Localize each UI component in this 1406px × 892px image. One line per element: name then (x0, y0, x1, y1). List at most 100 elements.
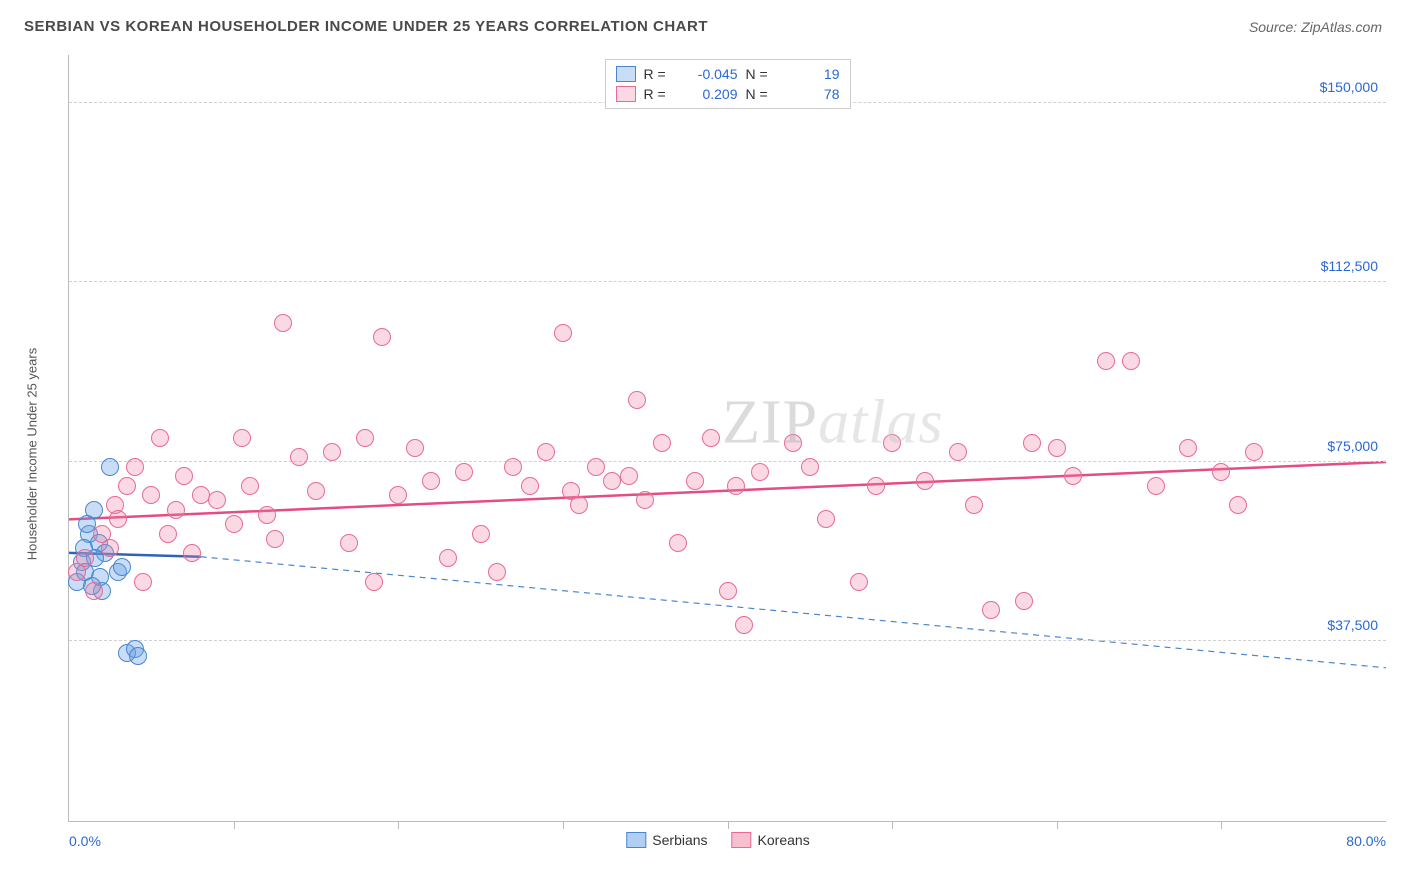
x-tick (892, 821, 893, 829)
swatch-koreans (616, 86, 636, 102)
data-point (669, 534, 687, 552)
data-point (78, 515, 96, 533)
data-point (817, 510, 835, 528)
data-point (76, 563, 94, 581)
data-point (455, 463, 473, 481)
data-point (75, 539, 93, 557)
data-point (175, 467, 193, 485)
data-point (109, 510, 127, 528)
correlation-legend: R = -0.045 N = 19 R = 0.209 N = 78 (605, 59, 851, 109)
data-point (916, 472, 934, 490)
data-point (356, 429, 374, 447)
plot-region: ZIPatlas R = -0.045 N = 19 R = 0.209 N =… (68, 55, 1386, 822)
data-point (439, 549, 457, 567)
data-point (562, 482, 580, 500)
gridline (69, 640, 1386, 641)
data-point (1064, 467, 1082, 485)
gridline (69, 281, 1386, 282)
data-point (949, 443, 967, 461)
header: SERBIAN VS KOREAN HOUSEHOLDER INCOME UND… (0, 0, 1406, 43)
data-point (290, 448, 308, 466)
data-point (129, 647, 147, 665)
r-value-koreans: 0.209 (682, 86, 738, 102)
data-point (118, 644, 136, 662)
swatch-serbians (616, 66, 636, 82)
data-point (1245, 443, 1263, 461)
data-point (96, 544, 114, 562)
legend-row-koreans: R = 0.209 N = 78 (616, 84, 840, 104)
data-point (241, 477, 259, 495)
data-point (620, 467, 638, 485)
x-tick (1221, 821, 1222, 829)
chart-title: SERBIAN VS KOREAN HOUSEHOLDER INCOME UND… (24, 18, 708, 35)
data-point (225, 515, 243, 533)
data-point (233, 429, 251, 447)
data-point (85, 501, 103, 519)
data-point (628, 391, 646, 409)
data-point (965, 496, 983, 514)
data-point (422, 472, 440, 490)
data-point (68, 563, 86, 581)
x-tick (563, 821, 564, 829)
x-axis-max-label: 80.0% (1346, 833, 1386, 849)
data-point (719, 582, 737, 600)
legend-item-serbians: Serbians (626, 832, 707, 848)
data-point (1179, 439, 1197, 457)
data-point (1147, 477, 1165, 495)
data-point (258, 506, 276, 524)
data-point (1015, 592, 1033, 610)
data-point (90, 534, 108, 552)
n-label: N = (746, 86, 776, 102)
data-point (142, 486, 160, 504)
gridline (69, 461, 1386, 462)
series-legend: Serbians Koreans (626, 832, 809, 848)
data-point (883, 434, 901, 452)
data-point (113, 558, 131, 576)
data-point (867, 477, 885, 495)
data-point (982, 601, 1000, 619)
data-point (106, 496, 124, 514)
data-point (80, 525, 98, 543)
data-point (554, 324, 572, 342)
data-point (365, 573, 383, 591)
data-point (167, 501, 185, 519)
data-point (274, 314, 292, 332)
data-point (603, 472, 621, 490)
x-axis-min-label: 0.0% (69, 833, 101, 849)
data-point (340, 534, 358, 552)
data-point (373, 328, 391, 346)
legend-label: Serbians (652, 832, 707, 848)
data-point (636, 491, 654, 509)
data-point (570, 496, 588, 514)
x-tick (398, 821, 399, 829)
legend-label: Koreans (758, 832, 810, 848)
data-point (91, 568, 109, 586)
data-point (126, 640, 144, 658)
legend-row-serbians: R = -0.045 N = 19 (616, 64, 840, 84)
data-point (653, 434, 671, 452)
chart-area: Householder Income Under 25 years ZIPatl… (50, 55, 1386, 852)
data-point (406, 439, 424, 457)
data-point (86, 549, 104, 567)
x-tick (1057, 821, 1058, 829)
r-label: R = (644, 86, 674, 102)
data-point (83, 577, 101, 595)
data-point (109, 563, 127, 581)
data-point (73, 553, 91, 571)
data-point (702, 429, 720, 447)
data-point (686, 472, 704, 490)
data-point (76, 549, 94, 567)
data-point (93, 582, 111, 600)
swatch-icon (626, 832, 646, 848)
data-point (751, 463, 769, 481)
n-label: N = (746, 66, 776, 82)
x-tick (234, 821, 235, 829)
n-value-koreans: 78 (784, 86, 840, 102)
data-point (68, 573, 86, 591)
y-axis-title: Householder Income Under 25 years (25, 347, 40, 559)
data-point (159, 525, 177, 543)
data-point (192, 486, 210, 504)
data-point (323, 443, 341, 461)
data-point (266, 530, 284, 548)
watermark-zip: ZIP (722, 388, 818, 456)
